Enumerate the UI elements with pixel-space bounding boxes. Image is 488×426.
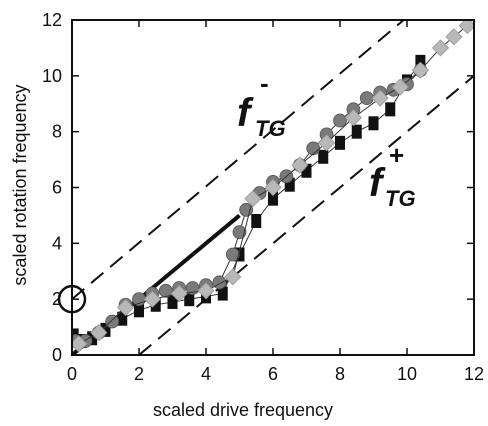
data-point	[359, 91, 374, 106]
y-tick-label: 6	[52, 178, 62, 198]
x-axis-label: scaled drive frequency	[153, 400, 333, 420]
data-point	[90, 324, 108, 342]
dashed-line-0	[72, 20, 405, 300]
data-point	[385, 102, 396, 117]
series-connector	[75, 69, 421, 342]
data-point	[197, 282, 215, 300]
data-point	[224, 268, 242, 286]
data-point	[167, 294, 178, 309]
data-point	[445, 28, 463, 46]
data-point	[105, 314, 120, 329]
highlight-circle	[57, 284, 87, 314]
data-point	[411, 61, 429, 79]
x-tick-label: 2	[134, 364, 144, 384]
annotation-f-tg-plus: f TG +	[369, 140, 416, 211]
data-point	[87, 331, 98, 346]
data-point	[232, 225, 247, 240]
x-tick-label: 0	[67, 364, 77, 384]
data-point	[368, 116, 379, 131]
data-point	[217, 286, 228, 301]
svg-text:-: -	[260, 68, 269, 98]
data-point	[244, 190, 262, 208]
data-point	[225, 247, 240, 262]
svg-text:f: f	[237, 91, 254, 135]
data-point	[212, 275, 227, 290]
y-tick-label: 12	[42, 10, 62, 30]
data-point	[264, 178, 282, 197]
data-point	[117, 298, 135, 317]
data-point	[284, 177, 295, 192]
series-layer	[72, 20, 474, 353]
data-point	[344, 109, 362, 127]
y-tick-label: 10	[42, 66, 62, 86]
data-point	[184, 292, 195, 307]
data-point	[170, 285, 188, 303]
data-point	[291, 156, 309, 174]
x-tick-label: 4	[201, 364, 211, 384]
x-tick-label: 8	[335, 364, 345, 384]
data-point	[371, 89, 389, 107]
annotation-f-tg-minus: f TG -	[237, 68, 286, 141]
data-point	[301, 163, 312, 178]
data-point	[318, 149, 329, 164]
data-point	[158, 283, 173, 298]
data-point	[150, 297, 161, 312]
data-point	[458, 20, 474, 35]
data-point	[318, 134, 336, 152]
data-point	[117, 311, 128, 326]
y-tick-label: 4	[52, 233, 62, 253]
svg-text:+: +	[389, 140, 404, 170]
data-point	[100, 322, 111, 337]
data-point	[333, 113, 347, 128]
x-tick-label: 10	[397, 364, 417, 384]
data-point	[143, 290, 161, 308]
y-tick-label: 8	[52, 122, 62, 142]
data-point	[335, 135, 345, 150]
dashed-line-1	[138, 75, 474, 355]
y-tick-label: 2	[52, 289, 62, 309]
series-diamond	[72, 20, 474, 353]
data-point	[431, 39, 450, 57]
x-tick-label: 12	[464, 364, 484, 384]
data-point	[268, 191, 278, 206]
y-axis-label: scaled rotation frequency	[10, 84, 30, 285]
y-tick-label: 0	[52, 345, 62, 365]
svg-text:TG: TG	[255, 116, 286, 141]
axis-ticks: 0 2 4 6 8 10 12 0 2 4 6 8 10 12	[42, 10, 484, 384]
svg-text:f: f	[369, 161, 386, 205]
data-point	[185, 281, 200, 295]
x-tick-label: 6	[268, 364, 278, 384]
data-point	[306, 141, 321, 156]
data-point	[351, 124, 362, 139]
data-point	[251, 214, 262, 228]
svg-text:TG: TG	[385, 186, 416, 211]
data-point	[134, 303, 144, 318]
data-point	[391, 78, 409, 96]
data-point	[72, 335, 88, 353]
